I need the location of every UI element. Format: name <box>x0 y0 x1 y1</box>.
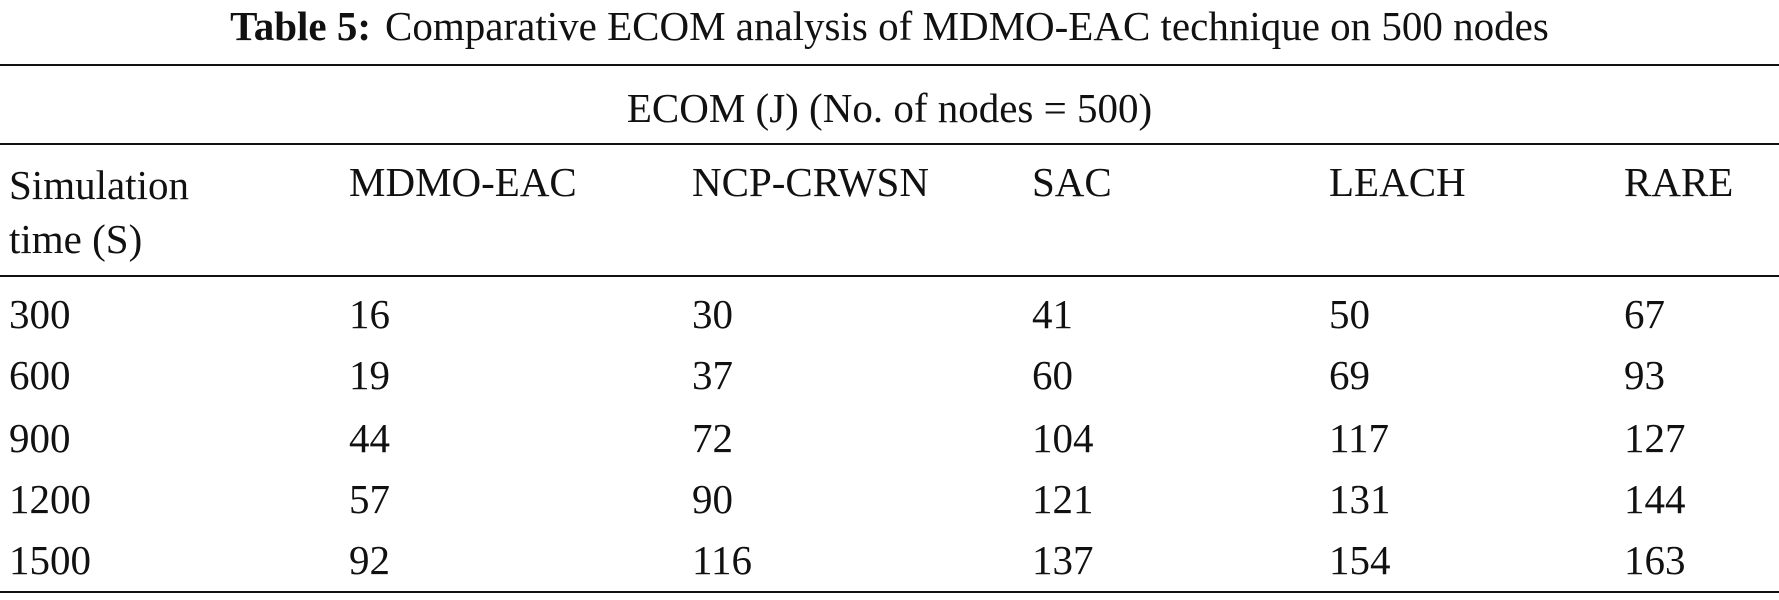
table-cell: 60 <box>1032 352 1073 398</box>
table-cell: 92 <box>349 537 390 583</box>
table-cell: 57 <box>349 476 390 522</box>
table-cell: 44 <box>349 415 390 461</box>
body-rule <box>0 275 1779 277</box>
table-cell: 67 <box>1624 291 1665 337</box>
column-header: LEACH <box>1329 159 1466 205</box>
table-cell: 163 <box>1624 537 1686 583</box>
table-cell: 117 <box>1329 415 1389 461</box>
table-cell: 900 <box>9 415 71 461</box>
table-cell: 37 <box>692 352 733 398</box>
table-cell: 131 <box>1329 476 1391 522</box>
column-header: SAC <box>1032 159 1112 205</box>
table-cell: 90 <box>692 476 733 522</box>
table-cell: 19 <box>349 352 390 398</box>
group-header: ECOM (J) (No. of nodes = 500) <box>626 85 1153 131</box>
column-header: RARE <box>1624 159 1734 205</box>
table-caption: Table 5: Comparative ECOM analysis of MDM… <box>0 2 1779 50</box>
table-cell: 121 <box>1032 476 1094 522</box>
bottom-rule <box>0 591 1779 593</box>
table-cell: 69 <box>1329 352 1370 398</box>
column-header: MDMO-EAC <box>349 159 577 205</box>
header-rule <box>0 143 1779 145</box>
column-header: Simulation time (S) <box>9 162 189 262</box>
table-cell: 127 <box>1624 415 1686 461</box>
column-header: NCP-CRWSN <box>692 159 929 205</box>
table-cell: 116 <box>692 537 752 583</box>
table-cell: 41 <box>1032 291 1073 337</box>
table-cell: 104 <box>1032 415 1094 461</box>
caption-text: Comparative ECOM analysis of MDMO-EAC te… <box>385 3 1549 49</box>
table-cell: 30 <box>692 291 733 337</box>
caption-label: Table 5: <box>230 3 372 49</box>
top-rule <box>0 64 1779 66</box>
table-cell: 1500 <box>9 537 91 583</box>
table-cell: 600 <box>9 352 71 398</box>
table-cell: 144 <box>1624 476 1686 522</box>
table-cell: 72 <box>692 415 733 461</box>
table-cell: 1200 <box>9 476 91 522</box>
table-cell: 154 <box>1329 537 1391 583</box>
table-cell: 137 <box>1032 537 1094 583</box>
table-cell: 16 <box>349 291 390 337</box>
table-cell: 300 <box>9 291 71 337</box>
table-cell: 93 <box>1624 352 1665 398</box>
table-cell: 50 <box>1329 291 1370 337</box>
